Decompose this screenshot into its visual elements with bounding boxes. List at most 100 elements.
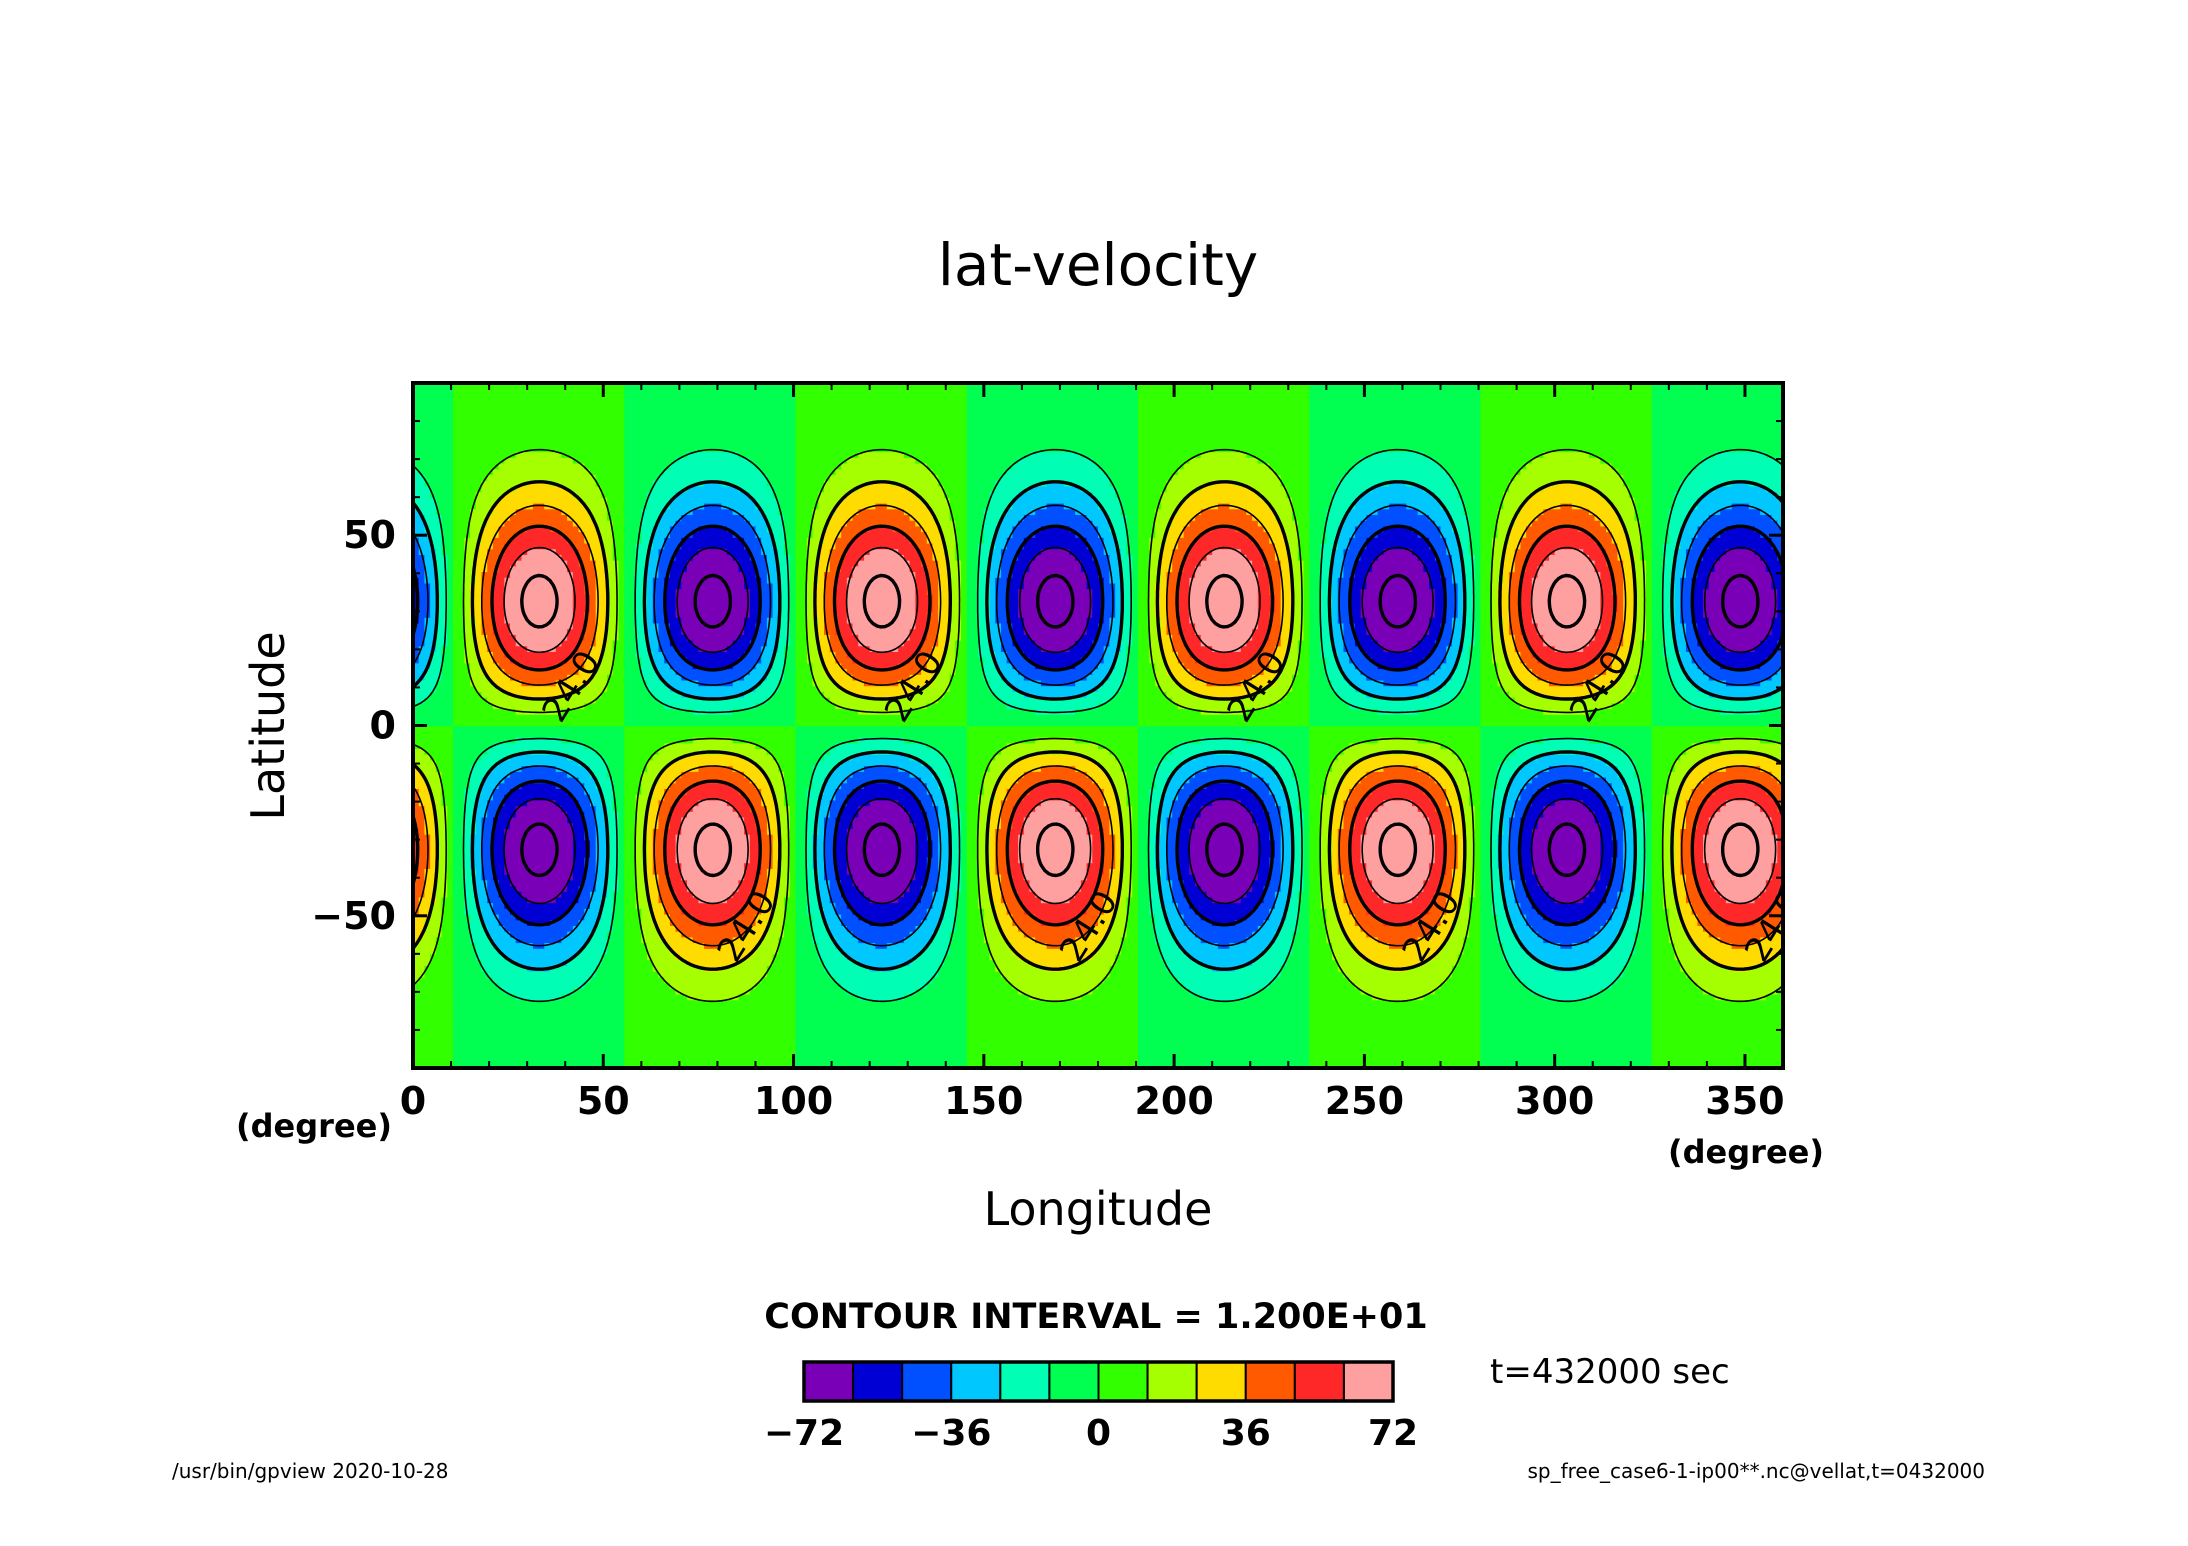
field-cell (458, 1028, 466, 1035)
field-cell (1212, 1056, 1219, 1063)
field-cell (1229, 1039, 1236, 1046)
field-cell (1320, 1022, 1328, 1029)
field-cell (1098, 999, 1105, 1006)
field-cell (1577, 1028, 1584, 1035)
field-cell (1480, 965, 1487, 972)
field-cell (1469, 999, 1476, 1006)
field-cell (572, 1022, 580, 1029)
field-cell (1577, 1016, 1584, 1024)
field-cell (1160, 982, 1168, 989)
field-cell (447, 1039, 454, 1046)
field-cell (1628, 976, 1636, 984)
field-cell (1366, 1016, 1373, 1024)
field-cell (1486, 1062, 1493, 1068)
field-cell (995, 1010, 1002, 1018)
field-cell (515, 959, 523, 966)
field-cell (669, 1062, 677, 1068)
field-cell (1531, 1056, 1539, 1063)
field-cell (824, 1016, 831, 1024)
field-cell (1280, 976, 1288, 984)
field-cell (1337, 982, 1345, 989)
field-cell (521, 1016, 528, 1024)
field-cell (687, 1045, 694, 1052)
field-cell (1760, 1010, 1767, 1018)
field-cell (687, 970, 694, 978)
field-cell (1708, 1056, 1716, 1063)
field-cell (709, 1022, 717, 1029)
field-cell (858, 976, 865, 984)
field-cell (732, 1016, 740, 1024)
field-cell (1326, 970, 1333, 978)
field-cell (778, 993, 785, 1001)
field-cell (1657, 1005, 1664, 1012)
field-cell (692, 1016, 700, 1024)
field-cell (995, 1033, 1002, 1041)
field-cell (452, 976, 460, 984)
field-cell (926, 1062, 934, 1068)
field-cell (961, 1062, 968, 1068)
field-cell (903, 1010, 911, 1018)
field-cell (687, 999, 694, 1006)
field-cell (1029, 1033, 1036, 1041)
field-cell (1583, 993, 1590, 1001)
field-cell (881, 1050, 888, 1058)
field-cell (772, 999, 780, 1006)
field-cell (452, 1022, 460, 1029)
field-cell (1229, 1028, 1236, 1035)
field-cell (470, 976, 477, 984)
field-cell (652, 1062, 660, 1068)
field-cell (538, 1010, 545, 1018)
field-cell (1263, 988, 1270, 995)
field-cell (641, 1039, 648, 1046)
field-cell (1372, 1010, 1379, 1018)
field-cell (1446, 1056, 1453, 1063)
field-cell (464, 988, 471, 995)
field-cell (1269, 999, 1276, 1006)
field-cell (921, 999, 928, 1006)
field-cell (584, 959, 591, 966)
field-cell (812, 1028, 819, 1035)
field-cell (1463, 1028, 1470, 1035)
field-cell (1109, 1050, 1116, 1058)
field-cell (1543, 953, 1550, 961)
field-cell (1012, 988, 1019, 995)
field-cell (1063, 982, 1071, 989)
field-cell (726, 1050, 734, 1058)
field-cell (1628, 965, 1636, 972)
field-cell (641, 1022, 648, 1029)
field-cell (1297, 959, 1305, 966)
field-cell (664, 965, 671, 972)
field-cell (972, 976, 979, 984)
field-cell (652, 999, 660, 1006)
field-cell (1320, 1016, 1328, 1024)
field-cell (1463, 953, 1470, 961)
field-cell (1446, 1010, 1453, 1018)
field-cell (1223, 993, 1230, 1001)
field-cell (1132, 959, 1139, 966)
field-cell (863, 993, 871, 1001)
field-cell (978, 948, 985, 955)
field-cell (1708, 1010, 1716, 1018)
field-cell (1651, 993, 1659, 1001)
field-cell (418, 1033, 426, 1041)
field-cell (761, 988, 768, 995)
field-cell (1760, 1016, 1767, 1024)
field-cell (1594, 1016, 1602, 1024)
field-cell (595, 948, 603, 955)
field-cell (1606, 1033, 1613, 1041)
field-cell (1080, 976, 1088, 984)
field-cell (801, 1056, 808, 1063)
field-cell (1389, 948, 1396, 955)
field-cell (1497, 1050, 1504, 1058)
field-cell (1006, 1050, 1014, 1058)
field-cell (778, 970, 785, 978)
field-cell (1548, 1056, 1556, 1063)
field-cell (492, 1039, 500, 1046)
field-cell (1320, 976, 1328, 984)
field-cell (641, 1010, 648, 1018)
field-cell (1040, 970, 1048, 978)
field-cell (1760, 970, 1767, 978)
field-cell (1172, 965, 1179, 972)
field-cell (418, 965, 426, 972)
field-cell (1000, 1033, 1008, 1041)
